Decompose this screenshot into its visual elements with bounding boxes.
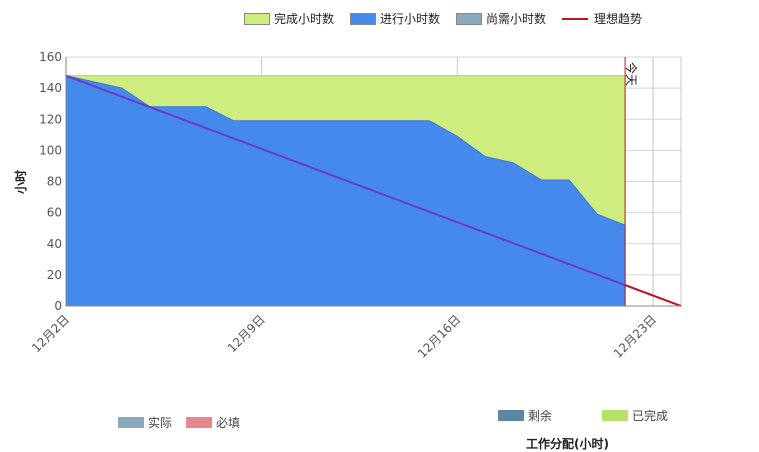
legend-item[interactable]: 尚需小时数 [456, 10, 546, 27]
y-tick-label: 40 [47, 237, 62, 251]
top-legend: 完成小时数 进行小时数 尚需小时数 理想趋势 [244, 10, 658, 27]
legend-label: 已完成 [632, 409, 669, 423]
series-lines [65, 57, 682, 307]
legend-item[interactable]: 完成小时数 [244, 10, 334, 27]
legend-item[interactable]: 剩余 [498, 407, 552, 424]
legend-swatch [244, 12, 270, 25]
legend-label: 实际 [148, 416, 173, 430]
legend-item[interactable]: 理想趋势 [562, 10, 642, 27]
legend-swatch [186, 417, 213, 428]
legend-label: 完成小时数 [274, 12, 335, 26]
legend-item[interactable]: 实际 [118, 414, 172, 431]
in-progress-area [65, 75, 626, 307]
legend-item[interactable]: 已完成 [602, 407, 668, 424]
legend-item[interactable]: 必填 [186, 414, 240, 431]
y-tick-label: 140 [39, 81, 62, 95]
x-tick-label: 12月9日 [225, 312, 268, 355]
x-tick-labels: 12月2日 12月9日 12月16日 12月23日 [29, 312, 659, 360]
legend-label: 剩余 [528, 409, 553, 423]
legend-line-swatch [562, 17, 589, 20]
legend-swatch [350, 12, 377, 25]
today-marker-label: 今天 [624, 62, 639, 86]
axes [65, 57, 681, 307]
legend-swatch [118, 417, 144, 428]
x-tick-label: 12月2日 [29, 312, 72, 355]
y-tick-label: 100 [39, 143, 62, 157]
x-tick-label: 12月16日 [415, 312, 463, 360]
legend-swatch [602, 410, 629, 421]
legend-swatch [456, 12, 483, 25]
legend-label: 进行小时数 [380, 12, 441, 26]
legend-swatch [498, 410, 524, 421]
bottom-right-legend: 剩余 已完成 [498, 407, 682, 424]
legend-item[interactable]: 进行小时数 [350, 10, 440, 27]
y-tick-label: 120 [39, 112, 62, 126]
legend-label: 尚需小时数 [486, 12, 547, 26]
y-tick-label: 60 [47, 206, 62, 220]
y-tick-labels: 0 20 40 60 80 100 120 140 160 [39, 50, 62, 313]
legend-label: 必填 [216, 416, 241, 430]
ideal-trend-line [65, 74, 682, 307]
y-tick-label: 80 [47, 175, 62, 189]
y-tick-label: 20 [47, 268, 62, 282]
bottom-chart-title: 工作分配(小时) [526, 437, 609, 451]
legend-label: 理想趋势 [594, 12, 643, 26]
series-areas [65, 75, 626, 307]
y-axis-label: 小时 [13, 170, 28, 194]
bottom-left-legend: 实际 必填 [118, 414, 254, 431]
y-tick-label: 0 [54, 299, 62, 313]
x-tick-label: 12月23日 [611, 312, 659, 360]
ideal-trend-line-tail [624, 284, 682, 307]
y-tick-label: 160 [39, 50, 62, 64]
